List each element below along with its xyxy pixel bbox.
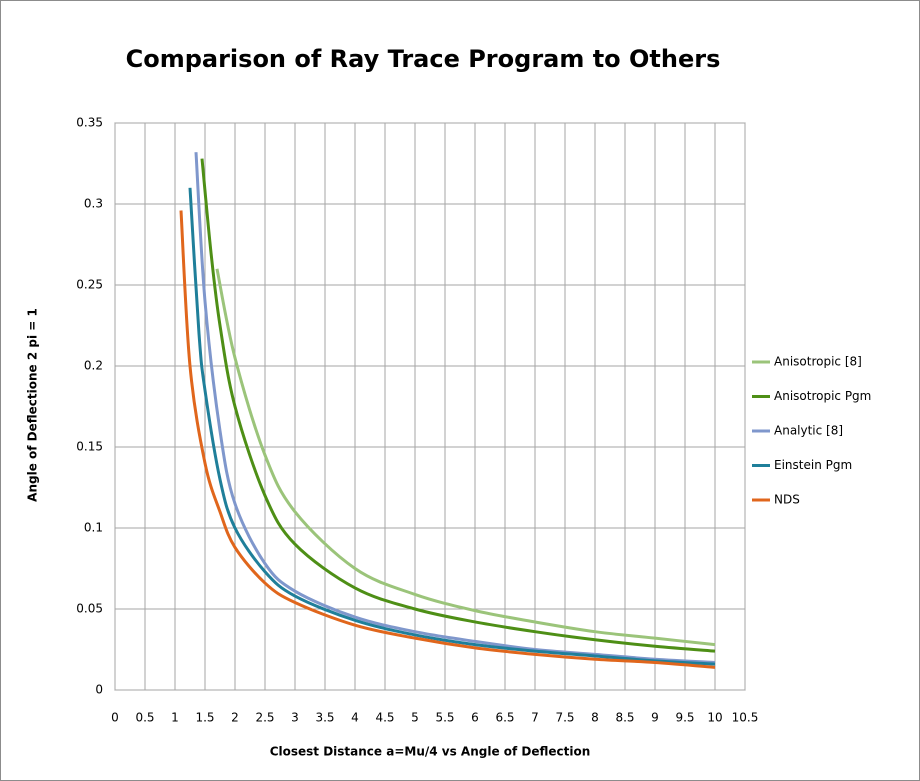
series-line [179, 210, 716, 669]
series-line [215, 268, 716, 647]
x-tick-label: 0.5 [135, 711, 154, 725]
plot-area [114, 122, 746, 691]
x-tick-label: 8 [591, 711, 599, 725]
x-tick-label: 0 [111, 711, 119, 725]
x-tick-label: 6.5 [495, 711, 514, 725]
x-tick-label: 4.5 [375, 711, 394, 725]
legend-label: Analytic [8] [774, 424, 843, 438]
x-tick-label: 4 [351, 711, 359, 725]
series-line [200, 158, 716, 653]
x-tick-label: 1.5 [195, 711, 214, 725]
y-tick-label: 0.25 [76, 278, 103, 292]
x-tick-label: 7.5 [555, 711, 574, 725]
x-tick-label: 2 [231, 711, 239, 725]
x-tick-label: 9 [651, 711, 659, 725]
y-tick-label: 0.2 [84, 359, 103, 373]
x-tick-label: 3 [291, 711, 299, 725]
series-line [188, 187, 716, 666]
x-tick-label: 10.5 [732, 711, 759, 725]
x-tick-label: 8.5 [615, 711, 634, 725]
y-tick-label: 0.15 [76, 440, 103, 454]
x-axis-title: Closest Distance a=Mu/4 vs Angle of Defl… [270, 745, 591, 759]
x-tick-label: 5 [411, 711, 419, 725]
x-tick-label: 3.5 [315, 711, 334, 725]
y-tick-label: 0 [95, 683, 103, 697]
legend-label: Anisotropic [8] [774, 355, 862, 369]
series-line [194, 152, 716, 664]
x-tick-label: 10 [707, 711, 722, 725]
x-tick-label: 1 [171, 711, 179, 725]
y-tick-label: 0.05 [76, 602, 103, 616]
x-tick-label: 9.5 [675, 711, 694, 725]
x-tick-label: 7 [531, 711, 539, 725]
legend-label: Anisotropic Pgm [774, 389, 871, 403]
x-tick-label: 2.5 [255, 711, 274, 725]
legend-label: NDS [774, 493, 800, 507]
chart-title: Comparison of Ray Trace Program to Other… [126, 45, 721, 73]
y-tick-label: 0.1 [84, 521, 103, 535]
y-axis-title: Angle of Deflectione 2 pi = 1 [26, 308, 40, 502]
x-tick-label: 6 [471, 711, 479, 725]
x-tick-label: 5.5 [435, 711, 454, 725]
legend-label: Einstein Pgm [774, 458, 852, 472]
y-tick-label: 0.35 [76, 116, 103, 130]
y-tick-label: 0.3 [84, 197, 103, 211]
